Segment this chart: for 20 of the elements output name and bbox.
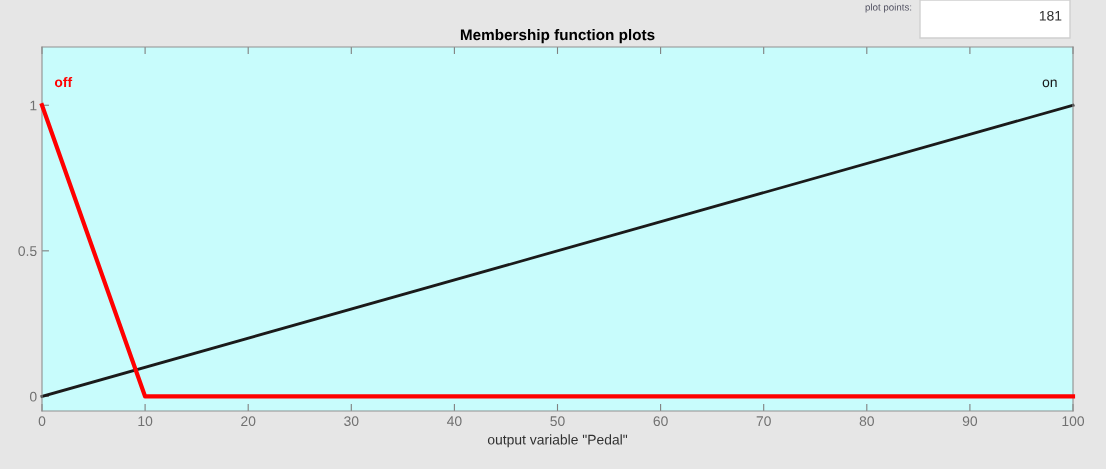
x-tick-label: 100 bbox=[1062, 416, 1085, 427]
x-tick-label: 10 bbox=[138, 416, 153, 427]
x-tick-label: 20 bbox=[241, 416, 256, 427]
x-tick-label: 80 bbox=[859, 416, 874, 427]
text: plot points: bbox=[865, 3, 912, 13]
x-axis-title: output variable "Pedal" bbox=[487, 434, 628, 448]
series-label: on bbox=[1042, 79, 1057, 88]
y-tick-label: 0 bbox=[29, 391, 37, 402]
x-tick-label: 70 bbox=[756, 416, 771, 427]
chart-title: Membership function plots bbox=[460, 28, 655, 44]
x-tick-label: 30 bbox=[344, 416, 359, 427]
x-tick-label: 40 bbox=[447, 416, 462, 427]
y-tick-label: 1 bbox=[30, 100, 37, 111]
text: 181 bbox=[1039, 10, 1062, 21]
x-tick-label: 90 bbox=[962, 416, 978, 427]
series-label: off bbox=[54, 76, 73, 88]
x-tick-label: 50 bbox=[550, 416, 565, 427]
x-tick-label: 60 bbox=[653, 416, 668, 427]
x-tick-label: 0 bbox=[38, 416, 46, 427]
y-tick-label: 0.5 bbox=[18, 246, 37, 257]
